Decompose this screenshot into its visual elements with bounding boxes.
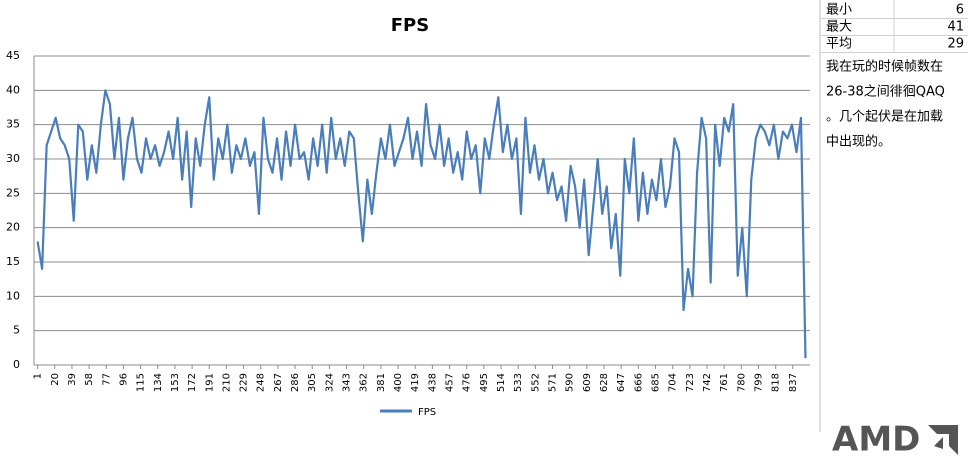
x-tick-label: 457 — [445, 373, 456, 392]
x-tick-label: 438 — [427, 373, 438, 392]
x-tick-label: 818 — [771, 373, 782, 392]
x-tick-label: 286 — [290, 373, 301, 392]
x-tick-label: 628 — [599, 373, 610, 392]
y-tick-label: 35 — [6, 118, 20, 131]
y-tick-label: 5 — [13, 324, 20, 337]
x-tick-label: 343 — [342, 373, 353, 392]
y-tick-label: 45 — [6, 49, 20, 62]
x-tick-label: 58 — [84, 373, 95, 386]
x-tick-label: 96 — [118, 373, 129, 386]
y-tick-label: 20 — [6, 221, 20, 234]
y-tick-label: 25 — [6, 186, 20, 199]
x-tick-label: 723 — [685, 373, 696, 392]
x-tick-label: 780 — [736, 373, 747, 392]
x-tick-label: 761 — [719, 373, 730, 392]
stat-value: 29 — [947, 37, 964, 52]
x-tick-label: 267 — [273, 373, 284, 392]
stat-label: 最小 — [826, 3, 852, 18]
x-tick-label: 210 — [221, 373, 232, 392]
x-tick-label: 362 — [359, 373, 370, 392]
x-tick-label: 39 — [67, 373, 78, 386]
x-tick-label: 381 — [376, 373, 387, 392]
x-tick-label: 799 — [754, 373, 765, 392]
x-tick-label: 647 — [616, 373, 627, 392]
x-tick-label: 229 — [239, 373, 250, 392]
logo-arrow — [928, 425, 958, 455]
x-tick-label: 134 — [153, 373, 164, 392]
x-tick-label: 324 — [324, 373, 335, 392]
x-tick-label: 609 — [582, 373, 593, 392]
x-tick-label: 590 — [565, 373, 576, 392]
x-tick-label: 400 — [393, 373, 404, 392]
x-tick-label: 305 — [307, 373, 318, 392]
x-tick-label: 514 — [496, 373, 507, 392]
x-tick-label: 191 — [204, 373, 215, 392]
logo-text: AMD — [832, 420, 920, 460]
x-tick-label: 552 — [530, 373, 541, 392]
x-tick-label: 685 — [651, 373, 662, 392]
legend-label: FPS — [418, 407, 436, 418]
note-line: 。几个起伏是在加载 — [826, 110, 943, 125]
note-line: 26-38之间徘徊QAQ — [826, 85, 945, 100]
x-tick-label: 77 — [101, 373, 112, 386]
note-line: 我在玩的时候帧数在 — [826, 59, 943, 75]
x-tick-label: 495 — [479, 373, 490, 392]
x-tick-label: 1 — [33, 373, 44, 379]
stat-label: 最大 — [826, 20, 852, 35]
x-tick-label: 666 — [633, 373, 644, 392]
note-line: 中出现的。 — [826, 134, 891, 150]
stat-value: 6 — [956, 3, 964, 18]
y-tick-label: 10 — [6, 289, 20, 302]
x-tick-label: 571 — [548, 373, 559, 392]
x-tick-label: 533 — [513, 373, 524, 392]
fps-line — [36, 89, 807, 359]
x-tick-label: 704 — [668, 373, 679, 392]
chart-title: FPS — [391, 15, 429, 36]
x-tick-label: 476 — [462, 373, 473, 392]
x-tick-label: 419 — [410, 373, 421, 392]
x-tick-label: 837 — [788, 373, 799, 392]
y-tick-label: 40 — [6, 83, 20, 96]
x-tick-label: 742 — [702, 373, 713, 392]
y-tick-label: 0 — [13, 358, 20, 371]
stat-value: 41 — [947, 20, 964, 35]
x-tick-label: 20 — [50, 373, 61, 386]
stat-label: 平均 — [826, 37, 852, 52]
x-tick-label: 115 — [136, 373, 147, 392]
x-tick-label: 172 — [187, 373, 198, 392]
x-tick-label: 248 — [256, 373, 267, 392]
y-tick-label: 30 — [6, 152, 20, 165]
y-tick-label: 15 — [6, 255, 20, 268]
chart-area — [0, 0, 820, 432]
x-tick-label: 153 — [170, 373, 181, 392]
